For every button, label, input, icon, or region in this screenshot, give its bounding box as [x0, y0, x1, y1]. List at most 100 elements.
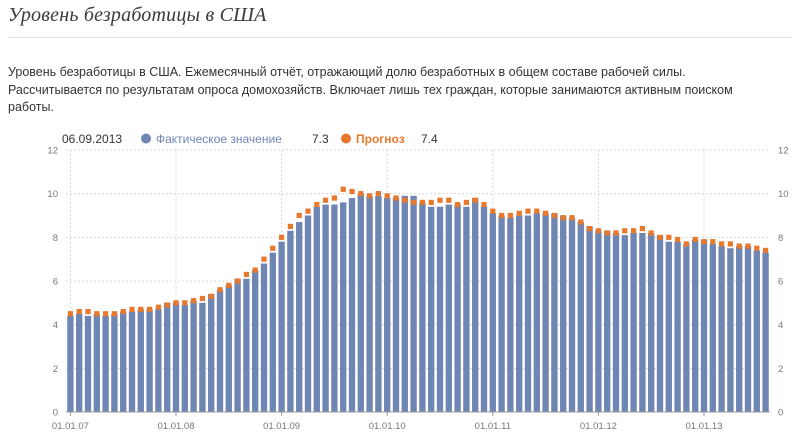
actual-bar[interactable]	[164, 302, 171, 412]
actual-bar[interactable]	[384, 198, 391, 412]
forecast-marker[interactable]	[191, 298, 197, 304]
forecast-marker[interactable]	[305, 208, 311, 214]
actual-bar[interactable]	[718, 246, 725, 412]
forecast-marker[interactable]	[375, 191, 381, 197]
actual-bar[interactable]	[700, 239, 708, 412]
forecast-marker[interactable]	[261, 256, 267, 262]
forecast-marker[interactable]	[437, 197, 443, 203]
actual-bar[interactable]	[516, 215, 523, 413]
forecast-marker[interactable]	[76, 308, 82, 315]
forecast-marker[interactable]	[604, 230, 610, 236]
actual-bar[interactable]	[84, 315, 92, 412]
forecast-marker[interactable]	[639, 226, 645, 232]
actual-bar[interactable]	[665, 241, 672, 412]
actual-bar[interactable]	[67, 315, 74, 412]
actual-bar[interactable]	[76, 313, 83, 412]
actual-bar[interactable]	[507, 217, 514, 412]
actual-bar[interactable]	[736, 246, 743, 412]
actual-bar[interactable]	[551, 213, 558, 412]
forecast-marker[interactable]	[463, 199, 469, 205]
actual-bar[interactable]	[304, 215, 312, 413]
forecast-marker[interactable]	[393, 195, 399, 201]
forecast-marker[interactable]	[763, 247, 769, 254]
actual-bar[interactable]	[146, 309, 153, 412]
actual-bar[interactable]	[357, 193, 364, 412]
actual-bar[interactable]	[348, 198, 356, 412]
forecast-marker[interactable]	[543, 210, 549, 216]
actual-bar[interactable]	[93, 313, 100, 412]
actual-bar[interactable]	[208, 294, 215, 412]
forecast-marker[interactable]	[455, 201, 461, 208]
actual-bar[interactable]	[709, 243, 716, 412]
forecast-marker[interactable]	[446, 197, 452, 203]
actual-bar[interactable]	[137, 309, 144, 412]
forecast-marker[interactable]	[754, 245, 760, 251]
forecast-marker[interactable]	[578, 219, 584, 225]
forecast-marker[interactable]	[173, 300, 179, 306]
forecast-marker[interactable]	[129, 306, 135, 312]
forecast-marker[interactable]	[745, 243, 751, 249]
legend-forecast-label[interactable]: Прогноз	[356, 132, 405, 146]
actual-bar[interactable]	[225, 285, 232, 412]
forecast-marker[interactable]	[710, 239, 716, 245]
forecast-marker[interactable]	[323, 197, 329, 203]
actual-bar[interactable]	[612, 232, 620, 412]
forecast-marker[interactable]	[252, 267, 258, 273]
actual-bar[interactable]	[604, 230, 611, 412]
actual-bar[interactable]	[269, 252, 276, 412]
actual-bar[interactable]	[560, 215, 567, 413]
forecast-marker[interactable]	[613, 230, 619, 236]
actual-bar[interactable]	[181, 305, 188, 412]
actual-bar[interactable]	[340, 202, 347, 412]
forecast-marker[interactable]	[666, 234, 672, 240]
actual-bar[interactable]	[331, 204, 338, 412]
actual-bar[interactable]	[489, 213, 496, 412]
actual-bar[interactable]	[542, 213, 549, 412]
forecast-marker[interactable]	[94, 311, 100, 317]
actual-bar[interactable]	[287, 230, 294, 412]
forecast-marker[interactable]	[560, 215, 566, 221]
forecast-marker[interactable]	[683, 241, 689, 247]
actual-bar[interactable]	[621, 235, 628, 412]
forecast-marker[interactable]	[103, 311, 109, 317]
forecast-marker[interactable]	[270, 245, 276, 251]
actual-bar[interactable]	[155, 309, 162, 412]
forecast-marker[interactable]	[120, 308, 126, 315]
forecast-marker[interactable]	[217, 287, 223, 293]
actual-bar[interactable]	[436, 206, 444, 412]
actual-bar[interactable]	[762, 252, 769, 412]
forecast-marker[interactable]	[314, 201, 320, 208]
forecast-marker[interactable]	[727, 241, 733, 247]
actual-bar[interactable]	[375, 195, 382, 412]
actual-bar[interactable]	[392, 198, 400, 412]
actual-bar[interactable]	[630, 232, 637, 412]
actual-bar[interactable]	[410, 195, 417, 412]
forecast-marker[interactable]	[331, 195, 337, 201]
actual-bar[interactable]	[454, 204, 461, 412]
forecast-marker[interactable]	[411, 199, 417, 205]
actual-bar[interactable]	[639, 232, 646, 412]
forecast-marker[interactable]	[111, 311, 117, 317]
forecast-marker[interactable]	[569, 215, 575, 221]
forecast-marker[interactable]	[507, 212, 513, 219]
forecast-marker[interactable]	[85, 308, 91, 315]
actual-bar[interactable]	[296, 222, 303, 412]
forecast-marker[interactable]	[719, 241, 725, 247]
actual-bar[interactable]	[322, 204, 329, 412]
forecast-marker[interactable]	[551, 212, 557, 219]
forecast-marker[interactable]	[595, 228, 601, 234]
forecast-marker[interactable]	[419, 199, 425, 205]
forecast-marker[interactable]	[208, 293, 214, 299]
forecast-marker[interactable]	[367, 193, 373, 199]
actual-bar[interactable]	[744, 246, 752, 412]
forecast-marker[interactable]	[525, 208, 531, 214]
actual-bar[interactable]	[172, 302, 180, 412]
forecast-marker[interactable]	[279, 234, 285, 240]
forecast-marker[interactable]	[147, 306, 153, 312]
legend-actual-label[interactable]: Фактическое значение	[156, 132, 282, 146]
forecast-marker[interactable]	[349, 188, 355, 195]
actual-bar[interactable]	[111, 313, 118, 412]
actual-bar[interactable]	[577, 222, 584, 412]
forecast-marker[interactable]	[358, 191, 364, 197]
forecast-marker[interactable]	[648, 230, 654, 236]
